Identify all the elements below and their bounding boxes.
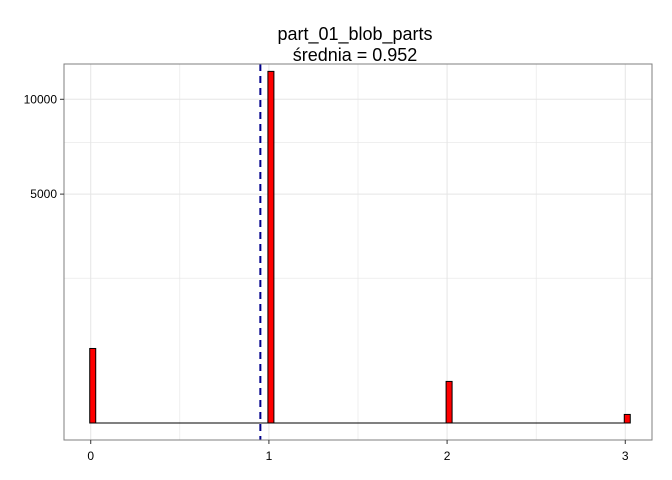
x-tick-label: 0 xyxy=(87,449,94,463)
x-tick-label: 1 xyxy=(266,449,273,463)
histogram-bar xyxy=(267,70,275,424)
chart-subtitle: średnia = 0.952 xyxy=(293,45,418,65)
y-tick-label: 10000 xyxy=(24,92,58,106)
x-tick-label: 3 xyxy=(622,449,629,463)
y-tick-label: 5000 xyxy=(30,187,57,201)
chart-title: part_01_blob_parts xyxy=(277,24,432,45)
panel-border xyxy=(63,63,653,441)
plot-panel: 0 1 2 3 5000 10000 xyxy=(24,63,653,463)
histogram-bar xyxy=(623,413,631,424)
x-tick-label: 2 xyxy=(444,449,451,463)
histogram-bar xyxy=(89,347,97,424)
histogram-bar xyxy=(445,380,453,424)
